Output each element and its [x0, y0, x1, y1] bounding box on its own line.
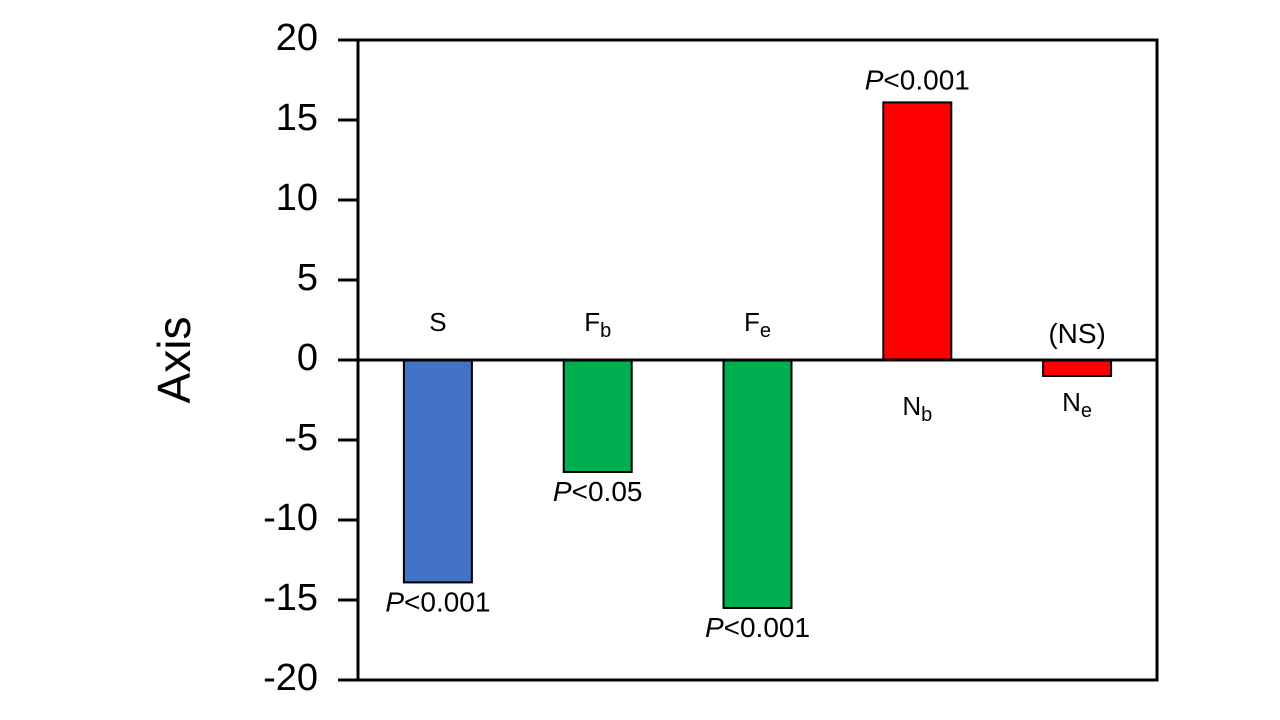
y-tick-label: 10: [276, 177, 318, 219]
p-symbol: P: [705, 612, 724, 643]
p-value-label: P<0.001: [865, 65, 970, 96]
p-value-label: P<0.001: [385, 587, 490, 618]
category-text: F: [584, 307, 600, 337]
category-label: Ne: [1062, 387, 1092, 422]
p-value-label: P<0.05: [553, 476, 643, 507]
category-text: S: [429, 307, 446, 337]
bar: [722, 359, 793, 609]
p-value-label: (NS): [1048, 318, 1106, 349]
category-subscript: b: [600, 320, 611, 342]
p-value-label: P<0.001: [705, 612, 810, 643]
bar: [402, 359, 473, 584]
y-tick-label: 15: [276, 97, 318, 139]
y-tick-label: -15: [263, 577, 318, 619]
y-axis-label: Axis: [148, 317, 200, 404]
category-subscript: e: [760, 320, 771, 342]
p-text: <0.05: [572, 476, 643, 507]
p-symbol: P: [553, 476, 572, 507]
y-tick-label: -10: [263, 497, 318, 539]
category-label: Nb: [902, 391, 932, 426]
y-tick-label: -5: [284, 417, 318, 459]
category-text: N: [902, 391, 921, 421]
y-tick-label: 20: [276, 17, 318, 59]
category-label: Fb: [584, 307, 611, 342]
y-tick-label: 0: [297, 337, 318, 379]
p-symbol: P: [385, 587, 404, 618]
category-label: S: [429, 307, 446, 337]
p-symbol: P: [865, 65, 884, 96]
category-text: N: [1062, 387, 1081, 417]
bar: [562, 359, 633, 473]
bar: [1042, 359, 1113, 377]
p-text: (NS): [1048, 318, 1106, 349]
y-tick-label: -20: [263, 657, 318, 699]
p-text: <0.001: [404, 587, 490, 618]
y-tick-label: 5: [297, 257, 318, 299]
category-subscript: b: [921, 404, 932, 426]
category-label: Fe: [744, 307, 771, 342]
category-subscript: e: [1081, 400, 1092, 422]
category-text: F: [744, 307, 760, 337]
bar: [882, 101, 953, 362]
p-text: <0.001: [883, 65, 969, 96]
p-text: <0.001: [724, 612, 810, 643]
